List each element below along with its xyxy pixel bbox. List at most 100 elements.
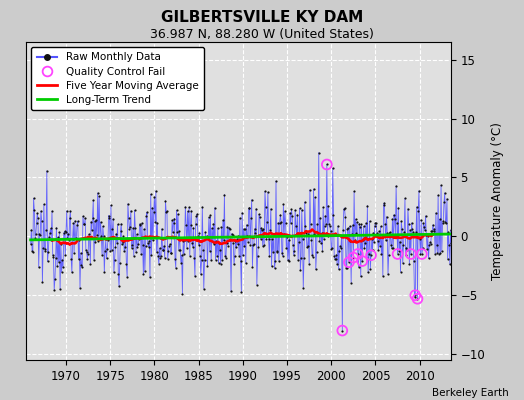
Point	[418, 251, 426, 257]
Point	[370, 222, 379, 229]
Point	[305, 260, 313, 267]
Point	[46, 225, 54, 232]
Point	[113, 240, 121, 246]
Point	[85, 231, 93, 238]
Point	[39, 244, 47, 251]
Point	[33, 210, 41, 216]
Point	[136, 221, 144, 227]
Point	[82, 246, 90, 253]
Point	[107, 247, 116, 253]
Point	[129, 253, 138, 259]
Point	[138, 242, 147, 248]
Point	[408, 226, 417, 233]
Point	[330, 253, 339, 260]
Point	[62, 229, 70, 236]
Point	[354, 251, 362, 257]
Point	[368, 236, 376, 242]
Point	[392, 183, 400, 189]
Point	[89, 197, 97, 204]
Point	[123, 274, 132, 280]
Point	[256, 236, 265, 242]
Point	[119, 233, 128, 240]
Point	[311, 194, 319, 200]
Point	[212, 238, 221, 244]
Point	[348, 222, 357, 228]
Point	[247, 196, 256, 203]
Point	[372, 220, 380, 226]
Point	[270, 231, 278, 238]
Point	[446, 261, 454, 268]
Point	[95, 193, 103, 200]
Point	[174, 247, 183, 253]
Point	[416, 236, 424, 243]
Point	[238, 210, 246, 216]
Point	[270, 265, 279, 271]
Point	[139, 271, 148, 277]
Point	[447, 240, 455, 247]
Point	[187, 222, 195, 228]
Point	[381, 220, 389, 227]
Point	[247, 215, 255, 222]
Point	[132, 249, 140, 256]
Point	[314, 149, 323, 156]
Point	[118, 241, 126, 248]
Point	[301, 223, 310, 229]
Point	[271, 258, 279, 264]
Point	[405, 221, 413, 227]
Point	[348, 231, 356, 237]
Point	[31, 235, 39, 241]
Point	[66, 208, 74, 214]
Point	[362, 220, 370, 226]
Point	[215, 240, 223, 246]
Point	[329, 165, 337, 172]
Point	[372, 220, 380, 226]
Point	[183, 208, 192, 214]
Point	[129, 225, 137, 231]
Point	[272, 248, 281, 254]
Point	[276, 212, 285, 218]
Point	[146, 274, 154, 280]
Point	[407, 251, 415, 257]
Point	[49, 254, 58, 260]
Point	[296, 205, 304, 212]
Point	[262, 236, 270, 242]
Point	[285, 237, 293, 243]
Point	[265, 253, 274, 260]
Point	[49, 252, 57, 258]
Text: 36.987 N, 88.280 W (United States): 36.987 N, 88.280 W (United States)	[150, 28, 374, 41]
Point	[396, 268, 405, 275]
Point	[242, 260, 250, 266]
Point	[342, 265, 350, 271]
Point	[203, 233, 211, 239]
Point	[358, 258, 366, 264]
Point	[167, 250, 175, 257]
Point	[53, 234, 62, 240]
Point	[41, 248, 50, 254]
Point	[441, 190, 449, 196]
Point	[396, 238, 404, 245]
Point	[308, 252, 316, 258]
Point	[331, 256, 339, 262]
Point	[53, 263, 61, 270]
Point	[413, 296, 422, 302]
Point	[145, 238, 154, 244]
Point	[155, 260, 163, 267]
Point	[277, 219, 286, 225]
Point	[118, 238, 127, 245]
Point	[294, 238, 303, 245]
Point	[303, 243, 312, 249]
Point	[224, 242, 232, 249]
Point	[361, 240, 369, 246]
Point	[316, 214, 324, 221]
Point	[283, 257, 292, 264]
Point	[239, 226, 248, 232]
Point	[427, 228, 435, 235]
Point	[45, 234, 53, 240]
Point	[199, 246, 207, 253]
Point	[347, 279, 355, 286]
Point	[169, 219, 178, 226]
Point	[127, 208, 135, 214]
Point	[391, 233, 400, 239]
Point	[376, 223, 385, 230]
Point	[238, 252, 247, 258]
